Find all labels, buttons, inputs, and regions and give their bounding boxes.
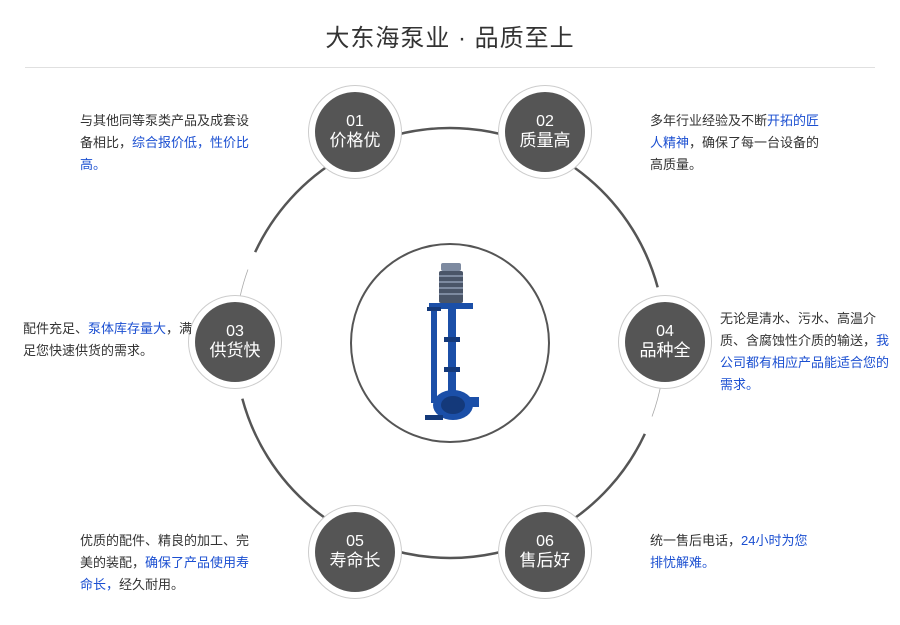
feature-node-06: 06售后好 bbox=[505, 512, 585, 592]
feature-node-label: 售后好 bbox=[520, 551, 571, 571]
feature-node-05: 05寿命长 bbox=[315, 512, 395, 592]
center-ring bbox=[350, 243, 550, 443]
feature-desc-03: 配件充足、泵体库存量大，满足您快速供货的需求。 bbox=[23, 318, 193, 362]
feature-node-number: 06 bbox=[536, 532, 554, 551]
feature-desc-02: 多年行业经验及不断开拓的匠人精神，确保了每一台设备的高质量。 bbox=[650, 110, 820, 176]
feature-node-number: 05 bbox=[346, 532, 364, 551]
page-title: 大东海泵业 · 品质至上 bbox=[0, 0, 900, 53]
feature-node-02: 02质量高 bbox=[505, 92, 585, 172]
feature-node-number: 03 bbox=[226, 322, 244, 341]
feature-node-number: 04 bbox=[656, 322, 674, 341]
feature-node-label: 品种全 bbox=[640, 341, 691, 361]
feature-node-label: 寿命长 bbox=[330, 551, 381, 571]
plain-text: 无论是清水、污水、高温介质、含腐蚀性介质的输送， bbox=[720, 311, 876, 348]
feature-node-label: 质量高 bbox=[520, 131, 571, 151]
feature-desc-01: 与其他同等泵类产品及成套设备相比，综合报价低，性价比高。 bbox=[80, 110, 250, 176]
feature-node-04: 04品种全 bbox=[625, 302, 705, 382]
feature-node-number: 01 bbox=[346, 112, 364, 131]
highlight-text: 泵体库存量大 bbox=[88, 321, 166, 336]
feature-desc-05: 优质的配件、精良的加工、完美的装配，确保了产品使用寿命长，经久耐用。 bbox=[80, 530, 250, 596]
feature-node-label: 价格优 bbox=[330, 131, 381, 151]
feature-node-label: 供货快 bbox=[210, 341, 261, 361]
feature-node-03: 03供货快 bbox=[195, 302, 275, 382]
plain-text: 多年行业经验及不断 bbox=[650, 113, 767, 128]
diagram-stage: 01价格优与其他同等泵类产品及成套设备相比，综合报价低，性价比高。02质量高多年… bbox=[0, 60, 900, 625]
plain-text: 统一售后电话， bbox=[650, 533, 741, 548]
feature-node-01: 01价格优 bbox=[315, 92, 395, 172]
pump-illustration bbox=[405, 263, 495, 423]
plain-text: 经久耐用。 bbox=[119, 577, 184, 592]
feature-node-number: 02 bbox=[536, 112, 554, 131]
feature-desc-04: 无论是清水、污水、高温介质、含腐蚀性介质的输送，我公司都有相应产品能适合您的需求… bbox=[720, 308, 890, 396]
feature-desc-06: 统一售后电话，24小时为您排忧解难。 bbox=[650, 530, 820, 574]
plain-text: 配件充足、 bbox=[23, 321, 88, 336]
